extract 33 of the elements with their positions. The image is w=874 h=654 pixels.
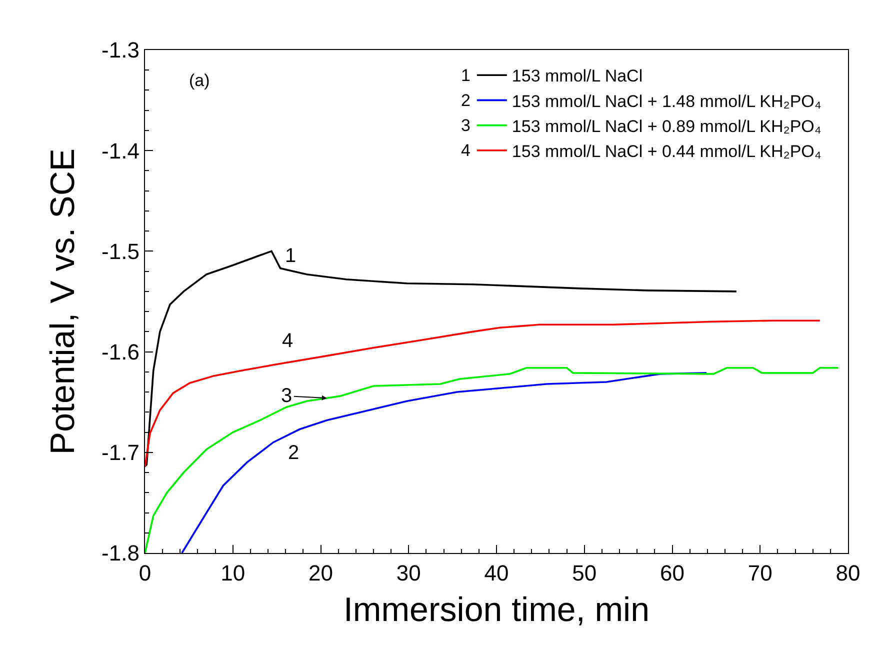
x-axis-title: Immersion time, min [343,590,650,629]
x-tick-label: 50 [572,560,597,586]
x-tick-label: 0 [138,560,152,586]
x-tick-label: 60 [660,560,684,586]
line-series [181,372,708,553]
annotation: 1 [285,245,296,267]
line-series [145,320,821,468]
y-tick-label: -1.6 [102,340,140,364]
y-tick-label: -1.7 [102,440,140,466]
x-tick-label: 70 [748,560,772,586]
text: 4 [461,141,470,160]
legend-label: 153 mmol/L NaCl + 0.89 mmol/L KH₂PO₄ [512,116,822,136]
x-tick-label: 40 [484,560,509,586]
annotation: 2 [288,442,300,464]
y-tick-label: -1.3 [102,38,140,63]
legend-label: 153 mmol/L NaCl + 1.48 mmol/L KH₂PO₄ [512,92,822,111]
x-tick-label: 80 [836,560,860,586]
x-tick-label: 10 [220,560,246,586]
line-series [145,367,840,553]
x-tick-label: 30 [396,560,421,586]
text: 2 [461,91,470,110]
y-tick-label: -1.5 [102,238,140,264]
legend-label: 153 mmol/L NaCl + 0.44 mmol/L KH₂PO₄ [512,142,822,162]
x-tick-label: 20 [308,560,333,586]
text: 3 [461,116,470,135]
annotation: (a) [189,71,210,90]
legend-label: 153 mmol/L NaCl [512,66,643,86]
text: 1 [461,66,470,85]
y-axis-title: Potential, V vs. SCE [44,148,82,455]
y-tick-label: -1.8 [102,540,140,566]
y-tick-label: -1.4 [102,138,140,164]
annotation: 4 [282,330,294,352]
annotation: 3 [281,385,292,407]
